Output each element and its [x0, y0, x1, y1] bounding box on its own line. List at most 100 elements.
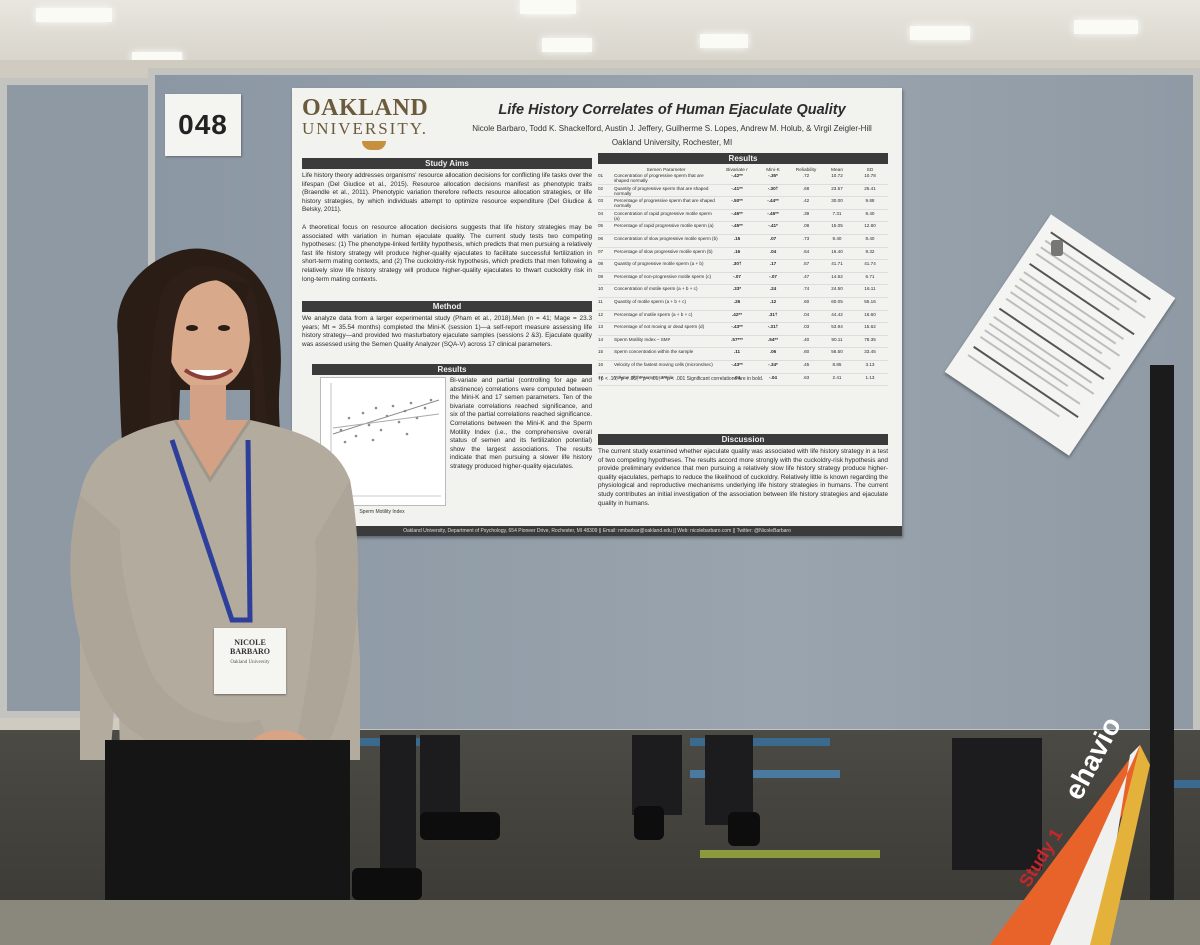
table-header-rel: Reliability	[795, 168, 817, 173]
table-cell-semen-parameter: Concentration of rapid progressive motil…	[614, 210, 712, 221]
table-cell-bivariate-r: -.42**	[731, 173, 743, 178]
discussion-paragraph: The current study examined whether ejacu…	[598, 448, 888, 507]
table-cell-sd: 9.32	[865, 248, 875, 254]
table-cell-mean: 23.57	[831, 185, 843, 191]
poster-footer: Oakland University, Department of Psycho…	[292, 526, 902, 536]
poster-affiliation: Oakland University, Rochester, MI	[611, 138, 733, 147]
event-banner	[990, 745, 1150, 945]
table-cell-mean: 14.62	[831, 273, 843, 279]
table-cell-sd: 16.60	[864, 311, 876, 317]
table-cell-mean: 90.11	[831, 336, 843, 342]
table-cell-sd: 1.13	[865, 374, 875, 380]
table-header-biv: Bivariate r	[726, 168, 748, 173]
table-cell-semen-parameter: Quantity of progressive motile sperm (a …	[614, 261, 704, 267]
table-cell-row-number: 14	[598, 336, 604, 342]
table-cell-mean: 56.50	[831, 349, 843, 355]
table-cell-bivariate-r: .30†	[732, 261, 742, 267]
presenter-person	[70, 248, 360, 900]
results-paragraph: Bi-variate and partial (controlling for …	[450, 377, 592, 470]
attendee-leg	[420, 735, 460, 825]
poster-number: 048	[178, 109, 228, 140]
section-header-study-aims: Study Aims	[302, 158, 592, 169]
table-cell-bivariate-r: -.41**	[731, 185, 743, 191]
table-cell-partial-r: -.30†	[767, 185, 779, 191]
table-cell-partial-r: .12	[769, 298, 777, 304]
table-cell-bivariate-r: -.43**	[731, 361, 743, 367]
table-cell-bivariate-r: -.45**	[731, 223, 743, 229]
table-cell-reliability: .08	[802, 223, 810, 229]
poster-number-card: 048	[165, 94, 241, 156]
table-cell-semen-parameter: Concentration of slow progressive motile…	[614, 235, 718, 241]
table-cell-reliability: .60	[802, 349, 810, 355]
table-cell-row-number: 08	[598, 261, 604, 267]
table-cell-partial-r: .04	[769, 248, 777, 254]
table-cell-reliability: .60	[802, 298, 810, 304]
table-cell-sd: 33.45	[864, 349, 876, 355]
table-cell-sd: 3.13	[865, 361, 875, 367]
table-cell-row-number: 02	[598, 185, 604, 191]
table-cell-row-number: 04	[598, 210, 604, 216]
table-cell-reliability: .47	[802, 273, 810, 279]
attendee-leg	[705, 735, 753, 825]
table-cell-partial-r: -.44**	[767, 198, 779, 204]
table-cell-semen-parameter: Velocity of the fastest moving cells (mi…	[614, 361, 713, 367]
table-row: 01 Concentration of progressive sperm tha…	[598, 172, 888, 185]
ceiling-light	[910, 26, 970, 40]
table-cell-bivariate-r: .57***	[731, 336, 743, 342]
badge-organization: Oakland University	[230, 660, 270, 665]
table-cell-mean: 41.71	[831, 261, 843, 267]
table-cell-partial-r: .06	[769, 349, 777, 355]
table-cell-sd: 15.62	[864, 324, 876, 330]
table-cell-partial-r: -.07	[769, 273, 777, 279]
attendee-shoe	[352, 868, 422, 900]
table-cell-partial-r: .07	[769, 235, 777, 241]
table-row: 13 Percentage of not moving or dead sperm…	[598, 323, 888, 336]
table-cell-bivariate-r: .11	[733, 349, 741, 355]
table-cell-row-number: 15	[598, 349, 604, 355]
section-header-results-right: Results	[598, 153, 888, 164]
table-cell-row-number: 07	[598, 248, 604, 254]
table-cell-partial-r: -.04	[769, 374, 777, 380]
table-cell-semen-parameter: Quantity of progressive sperm that are s…	[614, 185, 709, 196]
table-row: 08 Quantity of progressive motile sperm (…	[598, 260, 888, 273]
logo-line-1: OAKLAND	[302, 95, 429, 121]
table-cell-mean: 7.31	[832, 210, 842, 216]
poster-authors: Nicole Barbaro, Todd K. Shackelford, Aus…	[472, 124, 872, 133]
table-cell-row-number: 10	[598, 286, 604, 292]
table-cell-partial-r: -.34*	[768, 361, 778, 367]
table-cell-sd: 25.41	[864, 185, 876, 191]
table-cell-reliability: .45	[802, 361, 810, 367]
table-cell-row-number: 03	[598, 198, 604, 204]
table-cell-partial-r: .31†	[768, 311, 778, 317]
display-pole	[1150, 365, 1174, 900]
table-cell-sd: 12.80	[864, 223, 876, 229]
table-cell-sd: 55.16	[864, 298, 876, 304]
table-cell-sd: 9.88	[865, 198, 875, 204]
section-header-results-left: Results	[312, 364, 592, 375]
table-cell-semen-parameter: Sperm concentration within the sample	[614, 349, 694, 355]
table-cell-sd: 41.74	[864, 261, 876, 267]
table-cell-mean: 10.72	[831, 173, 843, 178]
table-cell-reliability: .73	[802, 235, 810, 241]
table-cell-partial-r: -.46**	[767, 210, 779, 216]
table-row: 04 Concentration of rapid progressive mot…	[598, 210, 888, 223]
attendee-shoe	[634, 806, 664, 840]
table-cell-bivariate-r: -.43**	[731, 324, 743, 330]
table-cell-reliability: .39	[802, 210, 810, 216]
ceiling-light	[520, 0, 576, 14]
table-cell-semen-parameter: Percentage of motile sperm (a + b + c)	[614, 311, 693, 317]
table-cell-reliability: .40	[802, 336, 810, 342]
table-cell-reliability: .57	[802, 261, 810, 267]
table-cell-row-number: 16	[598, 361, 604, 367]
table-cell-mean: 9.40	[832, 235, 842, 241]
plot-x-axis-label: Sperm Motility Index	[359, 509, 405, 515]
table-cell-bivariate-r: -.07	[733, 273, 741, 279]
table-cell-partial-r: -.41*	[768, 223, 778, 229]
table-row: 02 Quantity of progressive sperm that are…	[598, 185, 888, 198]
ceiling-light	[1074, 20, 1138, 34]
ceiling-light	[542, 38, 592, 52]
table-cell-reliability: .64	[802, 248, 810, 254]
table-cell-sd: 8.40	[865, 210, 875, 216]
table-cell-mean: 24.50	[831, 286, 843, 292]
table-cell-row-number: 12	[598, 311, 604, 317]
